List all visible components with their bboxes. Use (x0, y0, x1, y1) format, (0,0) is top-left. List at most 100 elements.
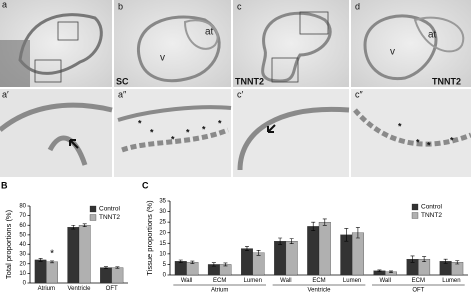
panel-label: C (142, 180, 149, 190)
bar (307, 226, 320, 276)
bar (252, 252, 265, 276)
panel-label: b (118, 1, 123, 11)
error-bar (82, 223, 87, 227)
tissue (413, 16, 465, 53)
legend-label: Control (99, 206, 121, 213)
error-bar (278, 237, 283, 245)
bar (174, 261, 187, 276)
tissue (353, 108, 471, 147)
panel-b (114, 0, 231, 87)
legend-label: Control (421, 204, 443, 211)
group-label: Atrium (211, 288, 228, 294)
error-bar (103, 266, 108, 269)
x-tick-label: ECM (213, 278, 226, 284)
error-bar (115, 266, 120, 269)
y-tick-label: 50 (19, 232, 26, 238)
x-tick-label: ECM (312, 278, 325, 284)
bar (67, 227, 80, 284)
y-tick-label: 25 (159, 220, 166, 226)
error-bar (256, 249, 261, 256)
region-label: at (205, 27, 214, 38)
x-tick-label: Ventricle (67, 286, 91, 292)
error-bar (443, 258, 448, 264)
x-tick-label: Lumen (343, 278, 361, 284)
significance: * (50, 249, 54, 260)
x-tick-label: Lumen (442, 278, 460, 284)
bar (351, 232, 364, 276)
y-tick-label: 60 (19, 223, 26, 229)
error-bar (211, 262, 216, 267)
bar (241, 248, 253, 276)
bar (46, 261, 58, 284)
error-bar (455, 260, 460, 265)
error-bar (50, 260, 55, 264)
legend-label: TNNT2 (99, 214, 120, 221)
tissue (136, 15, 221, 83)
condition-label: SC (116, 76, 129, 86)
bar (274, 241, 287, 276)
tissue (237, 106, 350, 171)
error-bar (355, 227, 360, 239)
y-tick-label: 15 (159, 241, 166, 247)
star: * (202, 124, 206, 134)
panel-label: B (1, 180, 8, 190)
error-bar (410, 255, 415, 263)
region-label: at (428, 30, 437, 41)
y-tick-label: 20 (19, 261, 26, 267)
inset-box (34, 59, 62, 83)
bar (318, 221, 331, 276)
y-tick-label: 30 (19, 252, 26, 258)
x-tick-label: Wall (181, 278, 192, 284)
panel-label: d (355, 1, 360, 11)
x-tick-label: Lumen (244, 278, 262, 284)
region-label: v (390, 47, 395, 58)
tissue (117, 105, 232, 122)
panel-label: a′ (2, 89, 9, 99)
inset-box (299, 11, 329, 35)
x-tick-label: ECM (412, 278, 425, 284)
group-label: Ventricle (307, 288, 331, 294)
bar (34, 259, 47, 284)
y-tick-label: 80 (19, 204, 26, 210)
bar (78, 225, 91, 284)
y-tick-label: 5 (163, 262, 167, 268)
x-tick-label: Wall (280, 278, 291, 284)
error-bar (389, 270, 394, 273)
condition-label: TNNT2 (432, 76, 461, 86)
condition-label: TNNT2 (235, 76, 264, 86)
error-bar (71, 224, 76, 230)
error-bar (244, 246, 249, 251)
tissue (47, 135, 88, 166)
tissue (18, 13, 103, 75)
error-bar (422, 256, 427, 262)
panel-label: c′ (237, 89, 244, 99)
panel-c1 (233, 89, 349, 177)
panel-label: c″ (355, 89, 364, 99)
y-tick-label: 10 (19, 271, 26, 277)
star: * (427, 140, 431, 150)
tissue-dark (0, 40, 30, 87)
error-bar (38, 258, 43, 262)
bar (100, 267, 112, 284)
error-bar (178, 259, 183, 263)
star: * (171, 134, 175, 144)
arrow (69, 139, 79, 149)
y-tick-label: 40 (19, 242, 26, 248)
star: * (218, 118, 222, 128)
star: * (398, 121, 402, 131)
error-bar (322, 218, 327, 226)
arrow (267, 124, 276, 133)
bar (186, 262, 199, 276)
region-label: v (160, 53, 165, 64)
inset-box (57, 21, 79, 41)
bar (285, 241, 298, 276)
error-bar (377, 269, 382, 272)
star: * (450, 135, 454, 145)
bar (111, 267, 124, 284)
x-tick-label: OFT (106, 286, 118, 292)
group-label: OFT (412, 288, 424, 294)
star: * (150, 127, 154, 137)
error-bar (190, 260, 195, 264)
tissue (0, 102, 113, 132)
